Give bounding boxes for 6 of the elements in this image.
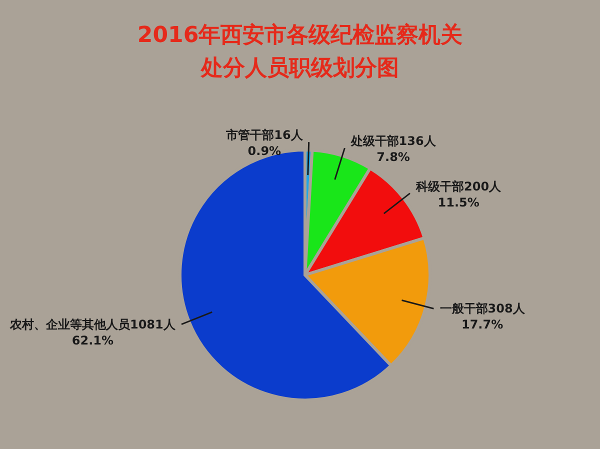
slice-label: 市管干部16人 0.9%	[225, 128, 304, 158]
chart-title: 2016年西安市各级纪检监察机关处分人员职级划分图	[137, 22, 463, 81]
slice-label: 处级干部136人 7.8%	[350, 134, 437, 164]
slice-label: 一般干部308人 17.7%	[440, 302, 526, 332]
slice-label: 农村、企业等其他人员1081人 62.1%	[8, 317, 176, 348]
slice-label: 科级干部200人 11.5%	[415, 179, 502, 210]
